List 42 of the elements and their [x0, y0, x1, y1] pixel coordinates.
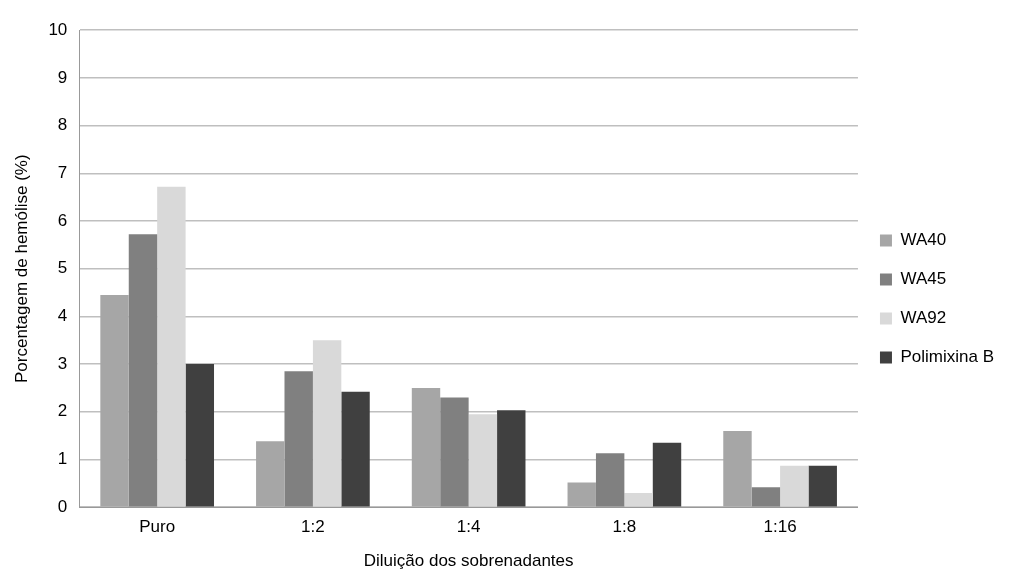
- x-axis-title: Diluição dos sobrenadantes: [363, 551, 574, 571]
- bar: [185, 364, 215, 507]
- legend-label: WA92: [900, 308, 947, 328]
- bar: [497, 410, 526, 507]
- y-tick-label: 9: [57, 67, 68, 87]
- bar: [341, 391, 370, 507]
- y-axis-title: Porcentagem de hemólise (%): [11, 154, 31, 384]
- y-tick-label: 10: [48, 19, 68, 39]
- y-tick-label: 4: [57, 306, 68, 326]
- y-tick-label: 6: [57, 210, 68, 230]
- x-tick-label: 1:8: [612, 517, 637, 537]
- y-tick-label: 3: [57, 353, 68, 373]
- bar: [567, 482, 596, 507]
- legend-label: Polimixina B: [900, 347, 995, 367]
- y-tick-label: 5: [57, 258, 68, 278]
- x-tick-label: 1:16: [763, 517, 797, 537]
- x-tick-label: 1:2: [301, 517, 325, 537]
- bar: [100, 294, 129, 507]
- bar: [128, 234, 158, 507]
- bar: [256, 441, 285, 507]
- y-tick-label: 2: [57, 401, 68, 421]
- bar: [312, 340, 342, 507]
- bar: [624, 492, 653, 507]
- y-tick-label: 0: [57, 496, 68, 516]
- bar: [780, 465, 809, 507]
- bar: [652, 442, 682, 507]
- x-tick-label: 1:4: [456, 517, 481, 537]
- bar: [808, 465, 837, 507]
- bar: [751, 487, 781, 507]
- bar: [157, 186, 186, 507]
- y-tick-label: 1: [57, 449, 68, 469]
- bar: [411, 387, 441, 507]
- y-tick-label: 8: [57, 115, 68, 135]
- bar: [284, 371, 313, 507]
- bar: [440, 397, 469, 507]
- bar: [723, 430, 752, 507]
- legend-label: WA40: [900, 230, 947, 250]
- bar: [595, 453, 625, 507]
- x-tick-label: Puro: [139, 517, 176, 537]
- legend-label: WA45: [900, 269, 947, 289]
- bar: [468, 414, 498, 507]
- y-tick-label: 7: [57, 162, 68, 182]
